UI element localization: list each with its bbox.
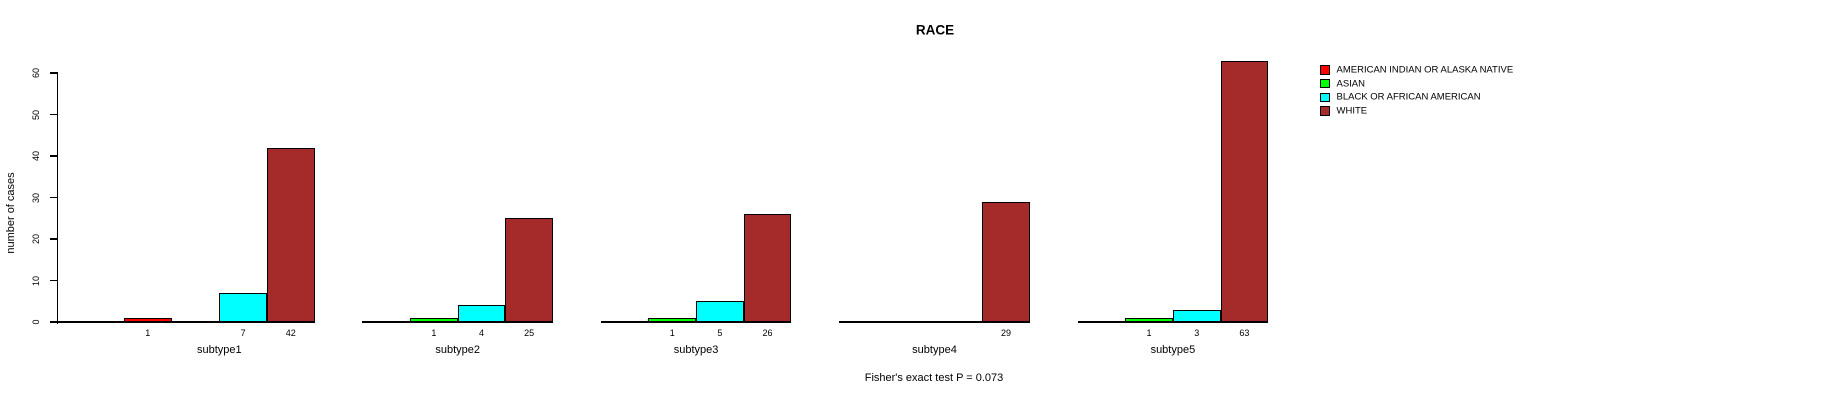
bar-series2-subtype2 — [457, 305, 506, 322]
legend-swatch — [1320, 78, 1330, 89]
bar-series3-subtype5 — [1220, 60, 1269, 322]
legend-swatch — [1320, 92, 1330, 103]
bar-value-label: 7 — [240, 327, 246, 338]
y-tick-label: 20 — [31, 233, 41, 245]
x-baseline — [1077, 321, 1269, 323]
bar-value-label: 1 — [145, 327, 151, 338]
y-tick — [50, 155, 58, 157]
y-tick-label: 10 — [31, 275, 41, 286]
y-tick-label: 60 — [31, 67, 41, 79]
legend-label: AMERICAN INDIAN OR ALASKA NATIVE — [1336, 64, 1514, 76]
legend-label: BLACK OR AFRICAN AMERICAN — [1336, 91, 1481, 103]
category-label-subtype2: subtype2 — [435, 344, 481, 356]
legend-label: ASIAN — [1336, 78, 1366, 90]
category-label-subtype1: subtype1 — [196, 344, 242, 356]
y-tick-label: 0 — [31, 319, 41, 325]
bar-series3-subtype4 — [982, 201, 1030, 322]
y-tick — [50, 321, 58, 323]
bar-series2-subtype3 — [696, 301, 744, 322]
x-baseline — [600, 321, 792, 323]
bar-series3-subtype1 — [266, 147, 315, 322]
bar-series1-subtype2 — [410, 317, 458, 322]
y-tick — [50, 279, 58, 282]
bar-value-label: 26 — [762, 327, 773, 338]
bar-series1-subtype5 — [1125, 317, 1173, 322]
y-tick — [50, 238, 58, 240]
legend-swatch — [1320, 65, 1330, 75]
y-tick-label: 30 — [31, 192, 41, 203]
legend-swatch — [1320, 106, 1330, 116]
bar-series3-subtype3 — [743, 214, 792, 322]
category-label-subtype3: subtype3 — [673, 344, 719, 356]
x-baseline — [56, 321, 315, 323]
bar-series0-subtype1 — [124, 317, 172, 322]
bar-value-label: 63 — [1239, 327, 1250, 338]
y-tick-label: 50 — [31, 109, 41, 120]
y-tick — [50, 196, 58, 199]
x-baseline — [839, 321, 1030, 323]
bar-value-label: 4 — [479, 327, 485, 338]
chart-title: RACE — [915, 22, 955, 38]
category-label-subtype4: subtype4 — [912, 344, 957, 356]
category-label-subtype5: subtype5 — [1150, 344, 1196, 356]
bar-value-label: 42 — [285, 327, 296, 338]
bar-value-label: 1 — [669, 327, 675, 338]
bar-value-label: 5 — [717, 327, 723, 338]
bar-value-label: 3 — [1194, 327, 1200, 338]
x-baseline — [362, 321, 553, 323]
y-tick-label: 40 — [31, 150, 41, 162]
bar-series1-subtype3 — [648, 317, 697, 322]
bar-value-label: 1 — [1146, 327, 1152, 338]
legend-label: WHITE — [1336, 105, 1368, 117]
y-tick — [50, 113, 58, 116]
y-axis-label: number of cases — [5, 172, 17, 254]
bar-series3-subtype2 — [505, 218, 553, 322]
bar-series2-subtype1 — [219, 292, 267, 322]
bar-value-label: 25 — [524, 327, 535, 338]
bar-value-label: 29 — [1000, 327, 1011, 338]
bar-value-label: 1 — [431, 327, 437, 338]
bar-series2-subtype5 — [1172, 309, 1221, 322]
fisher-test-annotation: Fisher's exact test P = 0.073 — [864, 372, 1004, 384]
y-tick — [50, 72, 58, 74]
